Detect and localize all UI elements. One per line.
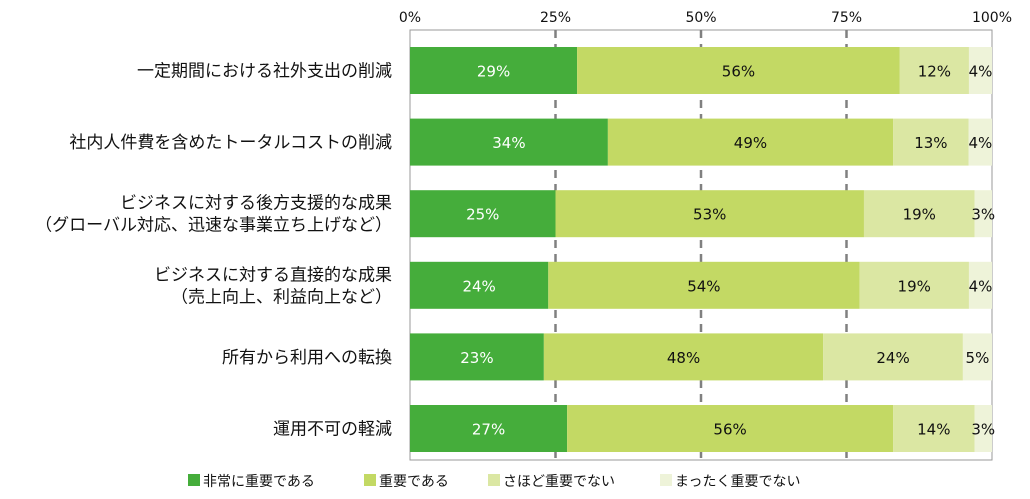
category-label: ビジネスに対する後方支援的な成果 (120, 194, 392, 214)
bar-segment (410, 190, 556, 238)
data-label: 3% (971, 421, 995, 439)
bar-segment (410, 261, 549, 309)
bar-segment (410, 333, 544, 381)
category-label: ビジネスに対する直接的な成果 (154, 265, 392, 285)
bar-segment (859, 261, 969, 309)
bar-segment (974, 405, 992, 452)
bar-segment (555, 190, 864, 238)
bar-segment (410, 118, 608, 166)
data-label: 14% (917, 421, 950, 439)
bar-segment (893, 118, 969, 166)
legend-swatch (660, 474, 672, 486)
legend-swatch (188, 474, 200, 486)
bar-segment (567, 405, 894, 452)
bar-segment (899, 47, 969, 94)
legend-label: 重要である (379, 474, 449, 490)
x-tick-label: 0% (399, 10, 421, 26)
bar-segment (607, 118, 894, 166)
x-axis-ticks: 0% 25% 50% 75% 100% (399, 10, 1012, 26)
bar-segment (548, 261, 860, 309)
data-label: 5% (966, 349, 990, 367)
bar-segment (410, 405, 568, 452)
category-label: 社内人件費を含めたトータルコストの削減 (69, 133, 392, 153)
category-labels: 一定期間における社外支出の削減社内人件費を含めたトータルコストの削減ビジネスに対… (35, 62, 392, 440)
data-label: 54% (687, 277, 720, 295)
category-label: 所有から利用への転換 (222, 348, 392, 368)
category-label: （売上向上、利益向上など） (171, 287, 392, 307)
x-tick-label: 25% (540, 10, 571, 26)
data-label: 25% (466, 206, 499, 224)
bars: 29% 56% 12% 4% 34% 49% 13% 4% 25% 53% 19% 3% 24% 54% 1… (410, 47, 995, 452)
data-label: 53% (693, 206, 726, 224)
data-label: 29% (477, 63, 510, 81)
bar-segment (974, 190, 992, 238)
category-label: 運用不可の軽減 (273, 420, 392, 440)
data-label: 12% (918, 63, 951, 81)
data-label: 19% (903, 206, 936, 224)
data-label: 24% (462, 277, 495, 295)
bar-segment (962, 333, 992, 381)
data-label: 56% (713, 421, 746, 439)
data-label: 4% (969, 277, 993, 295)
x-tick-label: 100% (972, 10, 1012, 26)
grid-lines (409, 29, 993, 461)
data-label: 34% (492, 134, 525, 152)
bar-segment (893, 405, 975, 452)
data-label: 19% (898, 277, 931, 295)
data-label: 56% (722, 63, 755, 81)
x-tick-label: 75% (831, 10, 862, 26)
data-label: 27% (472, 421, 505, 439)
data-label: 4% (968, 134, 992, 152)
category-label: 一定期間における社外支出の削減 (137, 62, 392, 82)
bar-segment (863, 190, 975, 238)
data-label: 4% (969, 63, 993, 81)
legend-swatch (364, 474, 376, 486)
data-label: 3% (971, 206, 995, 224)
bar-segment (410, 47, 578, 94)
data-label: 48% (667, 349, 700, 367)
legend-label: まったく重要でない (675, 474, 800, 490)
category-label: （グローバル対応、迅速な事業立ち上げなど） (35, 216, 392, 236)
data-label: 23% (460, 349, 493, 367)
bar-segment (968, 118, 992, 166)
bar-segment (823, 333, 963, 381)
bar-segment (968, 47, 992, 94)
legend: 非常に重要である 重要である さほど重要でない まったく重要でない (188, 474, 800, 490)
bar-segment (577, 47, 900, 94)
legend-label: 非常に重要である (203, 474, 315, 490)
data-label: 13% (914, 134, 947, 152)
legend-label: さほど重要でない (503, 474, 615, 490)
data-label: 49% (734, 134, 767, 152)
x-tick-label: 50% (685, 10, 716, 26)
data-label: 24% (876, 349, 909, 367)
legend-swatch (488, 474, 500, 486)
bar-segment (968, 261, 992, 309)
bar-segment (543, 333, 824, 381)
